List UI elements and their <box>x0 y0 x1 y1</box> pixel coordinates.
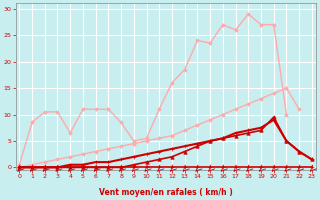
X-axis label: Vent moyen/en rafales ( km/h ): Vent moyen/en rafales ( km/h ) <box>99 188 232 197</box>
